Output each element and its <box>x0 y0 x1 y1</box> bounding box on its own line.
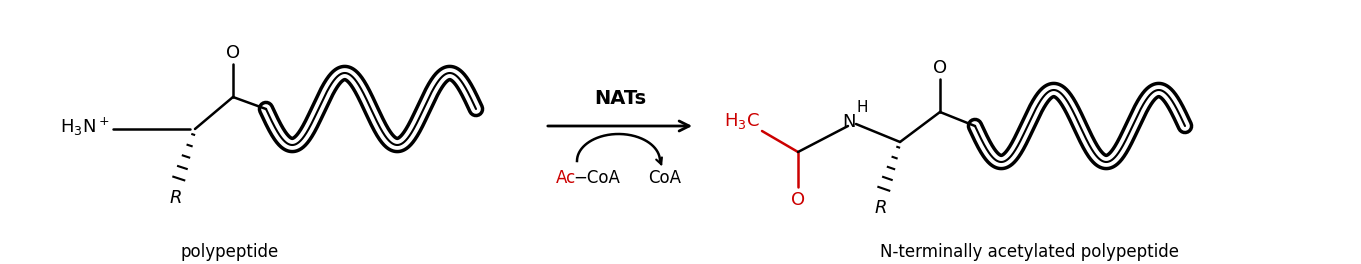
Text: polypeptide: polypeptide <box>181 243 279 261</box>
Text: R: R <box>875 199 887 217</box>
Text: NATs: NATs <box>593 88 646 107</box>
Text: −CoA: −CoA <box>573 169 619 187</box>
Text: CoA: CoA <box>648 169 680 187</box>
Text: O: O <box>226 44 240 62</box>
Text: Ac: Ac <box>557 169 576 187</box>
Text: R: R <box>170 189 182 207</box>
Text: O: O <box>932 59 947 77</box>
Text: O: O <box>791 191 806 209</box>
Text: H: H <box>856 101 868 116</box>
Text: N-terminally acetylated polypeptide: N-terminally acetylated polypeptide <box>881 243 1180 261</box>
Text: H$_3$C: H$_3$C <box>724 111 759 131</box>
Text: H$_3$N$^+$: H$_3$N$^+$ <box>60 116 110 138</box>
Text: N: N <box>842 113 856 131</box>
